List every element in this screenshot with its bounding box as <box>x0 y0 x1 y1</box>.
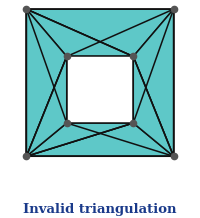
Polygon shape <box>133 9 174 156</box>
Polygon shape <box>26 56 67 156</box>
Polygon shape <box>26 123 133 156</box>
Polygon shape <box>26 123 174 156</box>
Polygon shape <box>26 9 133 56</box>
Polygon shape <box>26 9 174 56</box>
Polygon shape <box>26 9 67 156</box>
Polygon shape <box>67 56 133 123</box>
Text: Invalid triangulation: Invalid triangulation <box>23 203 177 216</box>
Polygon shape <box>133 56 174 156</box>
